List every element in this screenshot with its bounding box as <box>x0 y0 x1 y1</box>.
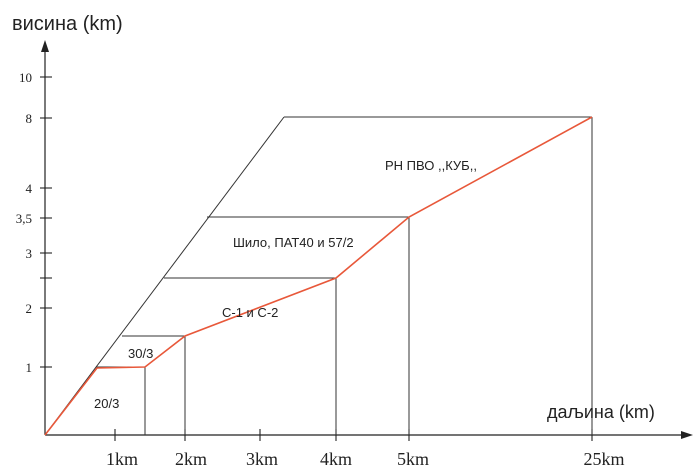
y-tick-label-4: 4 <box>26 181 33 196</box>
y-axis-arrow <box>41 40 49 52</box>
zone-label-20-3: 20/3 <box>94 396 119 411</box>
y-tick-label-2: 2 <box>26 301 33 316</box>
x-axis-arrow <box>681 431 693 439</box>
zone-label-kub: РН ПВО ,,КУБ,, <box>385 158 477 173</box>
y-tick-label-1: 1 <box>26 360 33 375</box>
zone-label-s1-s2: С-1 и С-2 <box>222 305 278 320</box>
x-tick-label-4km: 4km <box>320 449 352 468</box>
envelope-line <box>44 116 593 436</box>
zone-label-shilo: Шило, ПАТ40 и 57/2 <box>233 235 354 250</box>
y-tick-label-3: 3 <box>26 246 33 261</box>
zone-frames <box>44 116 593 436</box>
x-tick-label-3km: 3km <box>246 449 278 468</box>
x-tick-label-1km: 1km <box>106 449 138 468</box>
ceiling-diagonal <box>44 116 285 436</box>
x-tick-label-2km: 2km <box>175 449 207 468</box>
y-tick-label-10: 10 <box>19 70 32 85</box>
x-axis-label: даљина (km) <box>547 402 655 422</box>
y-tick-label-3-5: 3,5 <box>16 211 32 226</box>
zone-label-30-3: 30/3 <box>128 346 153 361</box>
y-ticks <box>40 76 52 368</box>
x-tick-label-5km: 5km <box>397 449 429 468</box>
y-tick-label-8: 8 <box>26 111 33 126</box>
x-tick-label-25km: 25km <box>583 449 624 468</box>
y-axis-label: висина (km) <box>12 13 123 35</box>
